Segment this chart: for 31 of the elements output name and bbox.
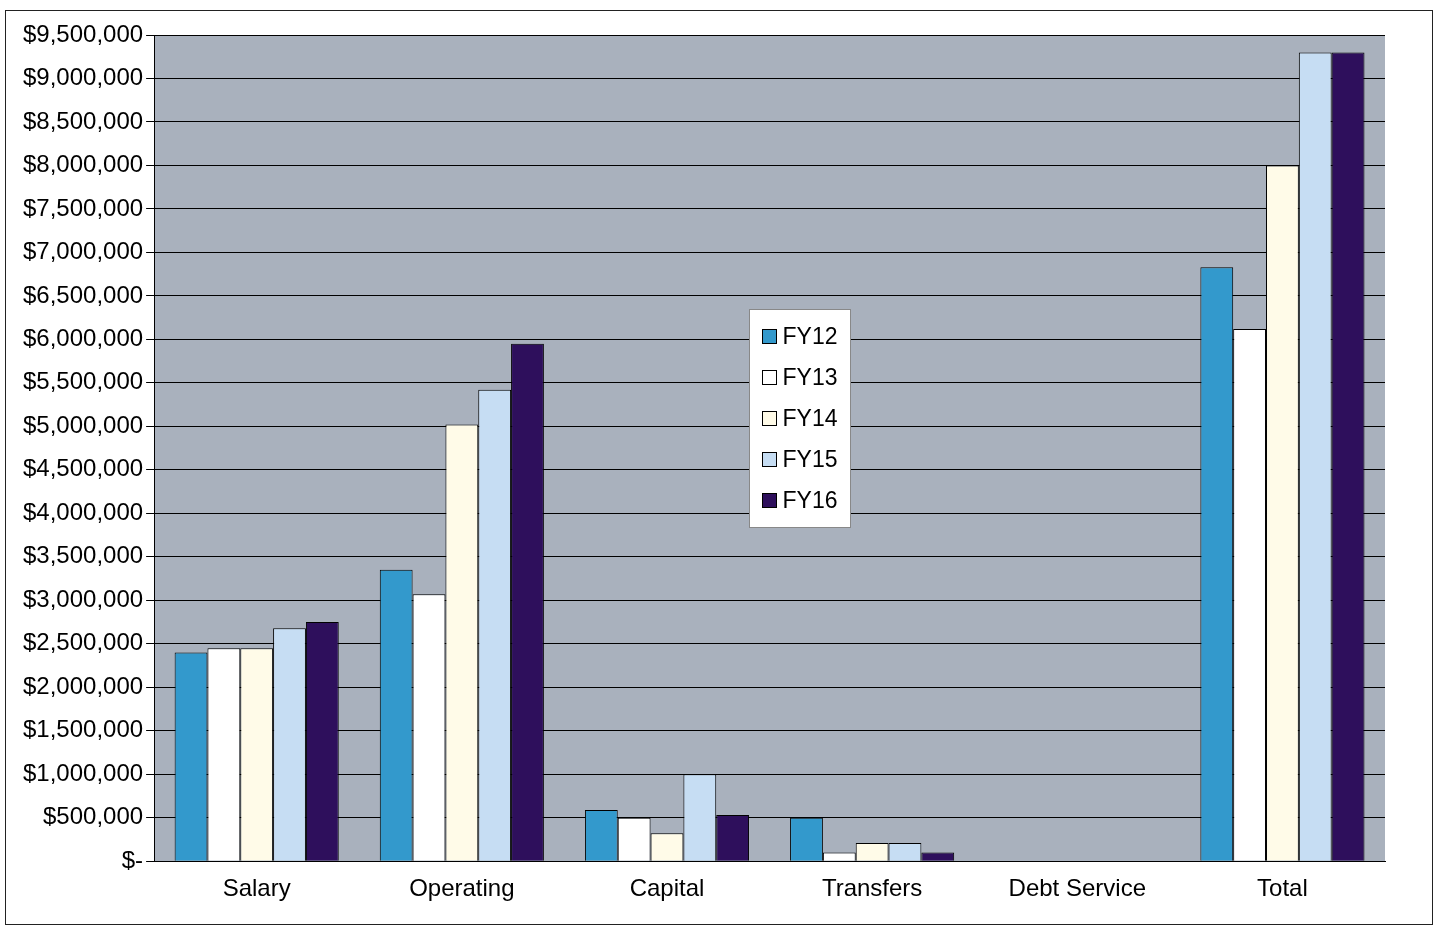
y-tick-label: $7,000,000 xyxy=(22,237,144,265)
legend-label: FY14 xyxy=(781,403,838,433)
y-tick-label: $- xyxy=(121,845,144,873)
y-tick-label: $8,500,000 xyxy=(22,106,144,134)
x-tick-label: Total xyxy=(1257,874,1308,902)
y-tick-label: $4,500,000 xyxy=(22,454,144,482)
y-tick-label: $8,000,000 xyxy=(22,150,144,178)
legend-label: FY12 xyxy=(781,321,838,351)
y-tick-label: $5,000,000 xyxy=(22,410,144,438)
y-tick-label: $7,500,000 xyxy=(22,193,144,221)
y-tick-label: $4,000,000 xyxy=(22,497,144,525)
y-tick-label: $6,500,000 xyxy=(22,280,144,308)
legend-label: FY16 xyxy=(781,485,838,515)
y-tick-label: $2,500,000 xyxy=(22,628,144,656)
y-tick-label: $500,000 xyxy=(43,802,144,830)
x-tick-label: Debt Service xyxy=(1008,874,1146,902)
y-tick-label: $9,000,000 xyxy=(22,63,144,91)
y-tick-label: $1,500,000 xyxy=(22,715,144,743)
x-tick-label: Transfers xyxy=(821,874,923,902)
legend-label: FY15 xyxy=(781,444,838,474)
x-tick-label: Operating xyxy=(409,874,515,902)
y-tick-label: $3,500,000 xyxy=(22,541,144,569)
x-tick-label: Salary xyxy=(222,874,291,902)
y-tick-label: $3,000,000 xyxy=(22,584,144,612)
x-tick-label: Capital xyxy=(629,874,705,902)
y-tick-label: $6,000,000 xyxy=(22,324,144,352)
y-tick-label: $2,000,000 xyxy=(22,671,144,699)
y-tick-label: $5,500,000 xyxy=(22,367,144,395)
y-tick-label: $1,000,000 xyxy=(22,758,144,786)
y-tick-label: $9,500,000 xyxy=(22,19,144,47)
legend-label: FY13 xyxy=(781,362,838,392)
